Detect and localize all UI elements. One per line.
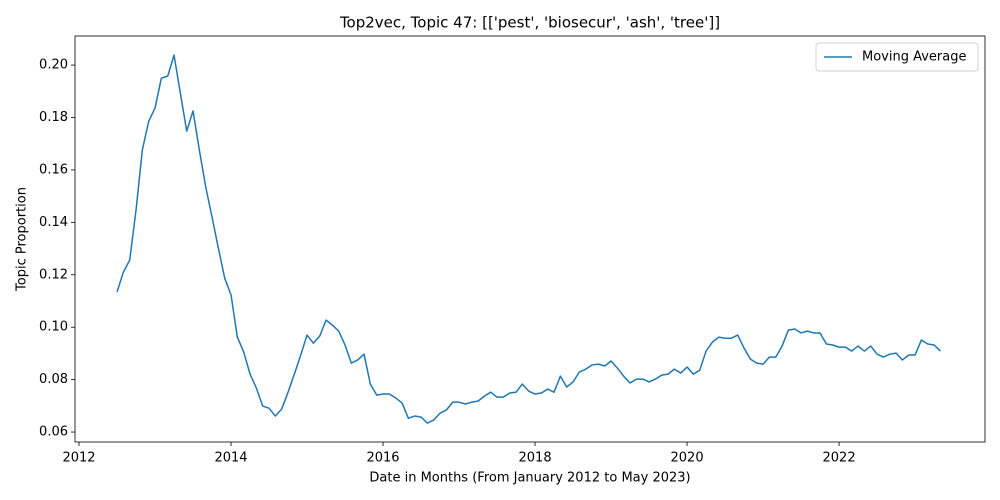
legend-label: Moving Average xyxy=(862,50,966,65)
y-tick-label: 0.18 xyxy=(39,110,68,125)
x-tick-label: 2020 xyxy=(671,451,704,466)
x-tick-label: 2022 xyxy=(823,451,856,466)
y-tick-label: 0.20 xyxy=(39,58,68,73)
line-series xyxy=(116,54,941,424)
legend-box xyxy=(815,42,979,72)
chart-title: Top2vec, Topic 47: [['pest', 'biosecur',… xyxy=(339,14,720,32)
x-tick-label: 2016 xyxy=(366,451,399,466)
x-tick-label: 2012 xyxy=(62,451,95,466)
y-tick-label: 0.12 xyxy=(39,267,68,282)
y-tick-label: 0.08 xyxy=(39,372,68,387)
y-axis-label: Topic Proportion xyxy=(15,187,30,292)
x-tick-label: 2014 xyxy=(214,451,247,466)
axes-frame xyxy=(74,35,986,443)
y-tick-label: 0.16 xyxy=(39,162,68,177)
y-tick-label: 0.06 xyxy=(39,425,68,440)
x-tick-label: 2018 xyxy=(519,451,552,466)
y-tick-label: 0.14 xyxy=(39,215,68,230)
x-axis-label: Date in Months (From January 2012 to May… xyxy=(369,471,690,486)
y-tick-label: 0.10 xyxy=(39,320,68,335)
